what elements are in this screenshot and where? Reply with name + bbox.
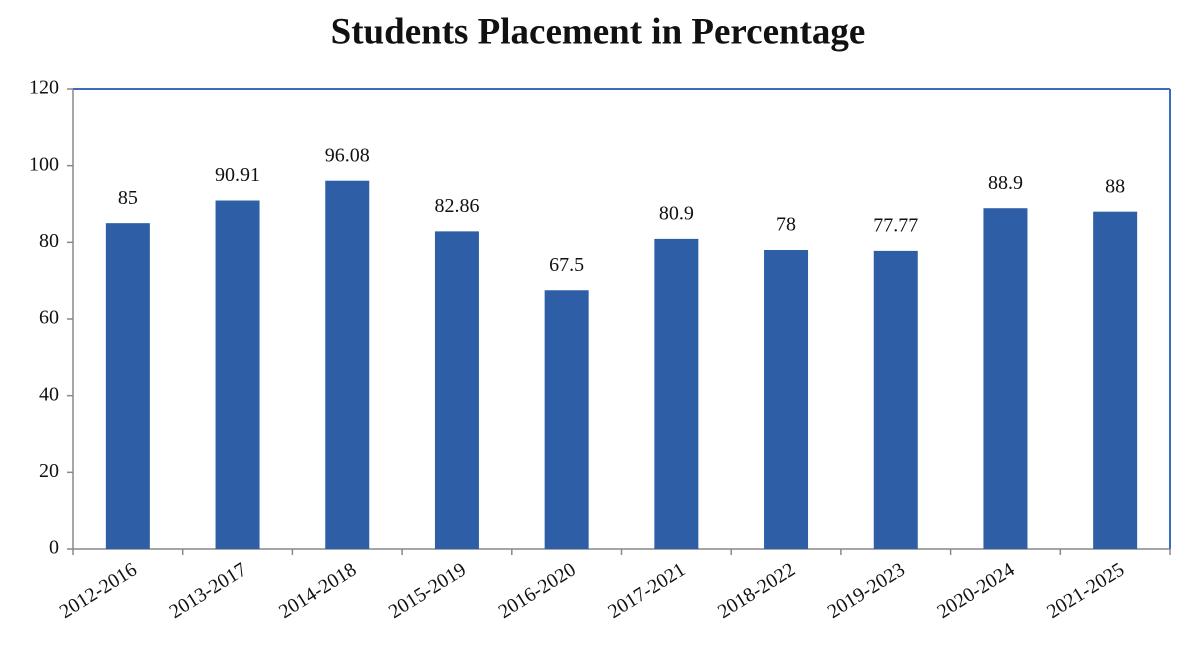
value-label: 78	[776, 214, 796, 236]
y-tick-label: 80	[39, 230, 59, 252]
y-tick-label: 100	[29, 153, 59, 175]
value-label: 96.08	[325, 144, 370, 166]
bar	[654, 238, 699, 549]
value-label: 88	[1105, 175, 1125, 197]
bar	[1093, 211, 1138, 549]
value-label: 82.86	[434, 195, 479, 217]
x-tick-label: 2012-2016	[56, 558, 141, 623]
value-label: 88.9	[988, 172, 1023, 194]
value-label: 80.9	[659, 202, 694, 224]
x-tick-label: 2017-2021	[604, 558, 689, 623]
x-tick-label: 2015-2019	[385, 558, 470, 623]
y-tick-label: 120	[29, 77, 59, 99]
bar	[873, 250, 918, 550]
bar	[434, 231, 479, 549]
x-tick-label: 2014-2018	[275, 558, 360, 623]
value-label: 85	[118, 187, 138, 209]
bar	[215, 200, 260, 550]
value-label: 67.5	[549, 254, 584, 276]
y-tick-label: 20	[39, 460, 59, 482]
x-tick-label: 2018-2022	[714, 558, 799, 623]
bar	[105, 223, 150, 549]
bar	[544, 290, 589, 549]
y-tick-label: 0	[49, 537, 59, 559]
x-tick-label: 2020-2024	[933, 558, 1018, 623]
x-tick-label: 2019-2023	[824, 558, 909, 623]
value-label: 77.77	[873, 214, 918, 236]
y-tick-label: 40	[39, 383, 59, 405]
bar	[325, 180, 370, 549]
chart-title: Students Placement in Percentage	[331, 11, 866, 52]
bar	[983, 208, 1028, 549]
x-tick-label: 2013-2017	[165, 558, 250, 623]
y-tick-label: 60	[39, 307, 59, 329]
value-label: 90.91	[215, 164, 260, 186]
x-tick-label: 2016-2020	[495, 558, 580, 623]
bar	[764, 250, 809, 549]
x-tick-label: 2021-2025	[1043, 558, 1128, 623]
